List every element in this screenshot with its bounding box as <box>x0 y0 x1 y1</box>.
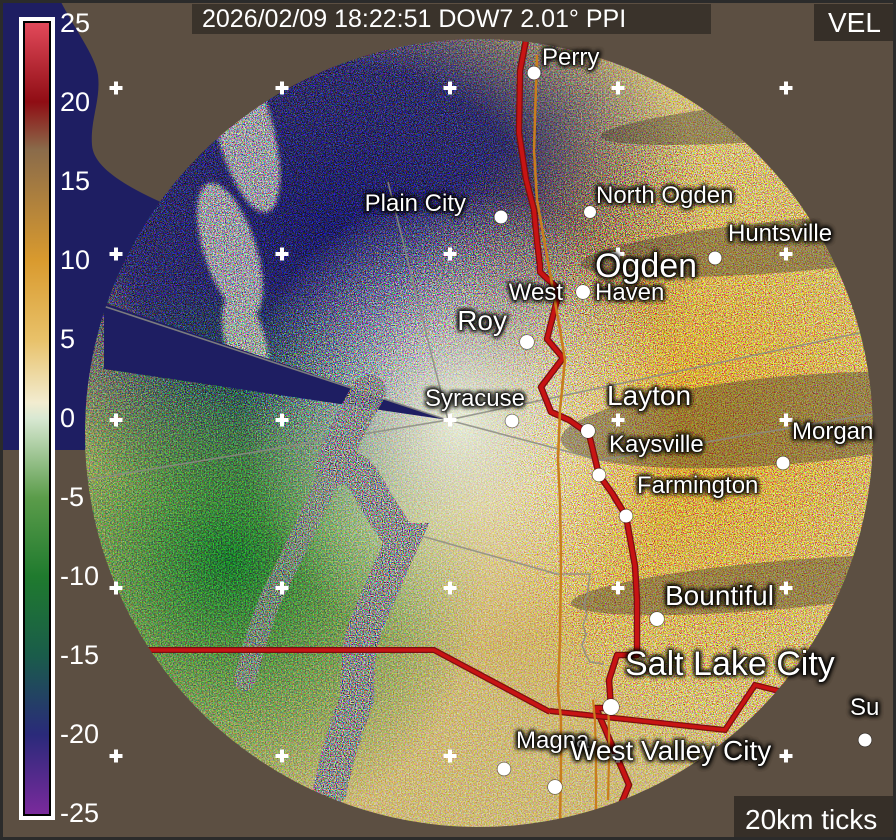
svg-text:-25: -25 <box>60 798 99 828</box>
svg-text:West: West <box>509 279 564 306</box>
svg-text:0: 0 <box>60 403 75 433</box>
svg-text:Roy: Roy <box>457 305 507 336</box>
svg-text:Morgan: Morgan <box>792 418 873 445</box>
svg-text:VEL: VEL <box>828 7 881 38</box>
svg-text:25: 25 <box>60 8 90 38</box>
svg-text:Kaysville: Kaysville <box>609 431 704 458</box>
svg-text:-15: -15 <box>60 640 99 670</box>
svg-text:Huntsville: Huntsville <box>728 220 832 247</box>
svg-text:5: 5 <box>60 324 75 354</box>
svg-text:Layton: Layton <box>607 380 691 411</box>
svg-text:2026/02/09 18:22:51 DOW7 2.01°: 2026/02/09 18:22:51 DOW7 2.01° PPI <box>202 5 626 33</box>
svg-text:-10: -10 <box>60 561 99 591</box>
svg-text:10: 10 <box>60 245 90 275</box>
svg-text:Plain City: Plain City <box>365 190 466 217</box>
svg-text:20km ticks: 20km ticks <box>745 804 877 835</box>
svg-text:Su: Su <box>850 694 879 721</box>
svg-text:-5: -5 <box>60 482 84 512</box>
svg-text:Haven: Haven <box>595 279 664 306</box>
svg-text:-20: -20 <box>60 719 99 749</box>
svg-text:Salt Lake City: Salt Lake City <box>625 645 835 683</box>
svg-text:West Valley City: West Valley City <box>570 735 771 766</box>
svg-text:Bountiful: Bountiful <box>665 580 774 611</box>
svg-text:North Ogden: North Ogden <box>596 182 733 209</box>
svg-text:15: 15 <box>60 166 90 196</box>
svg-text:Farmington: Farmington <box>637 472 758 499</box>
svg-text:Syracuse: Syracuse <box>425 385 525 412</box>
svg-text:20: 20 <box>60 87 90 117</box>
svg-text:Perry: Perry <box>542 44 599 71</box>
